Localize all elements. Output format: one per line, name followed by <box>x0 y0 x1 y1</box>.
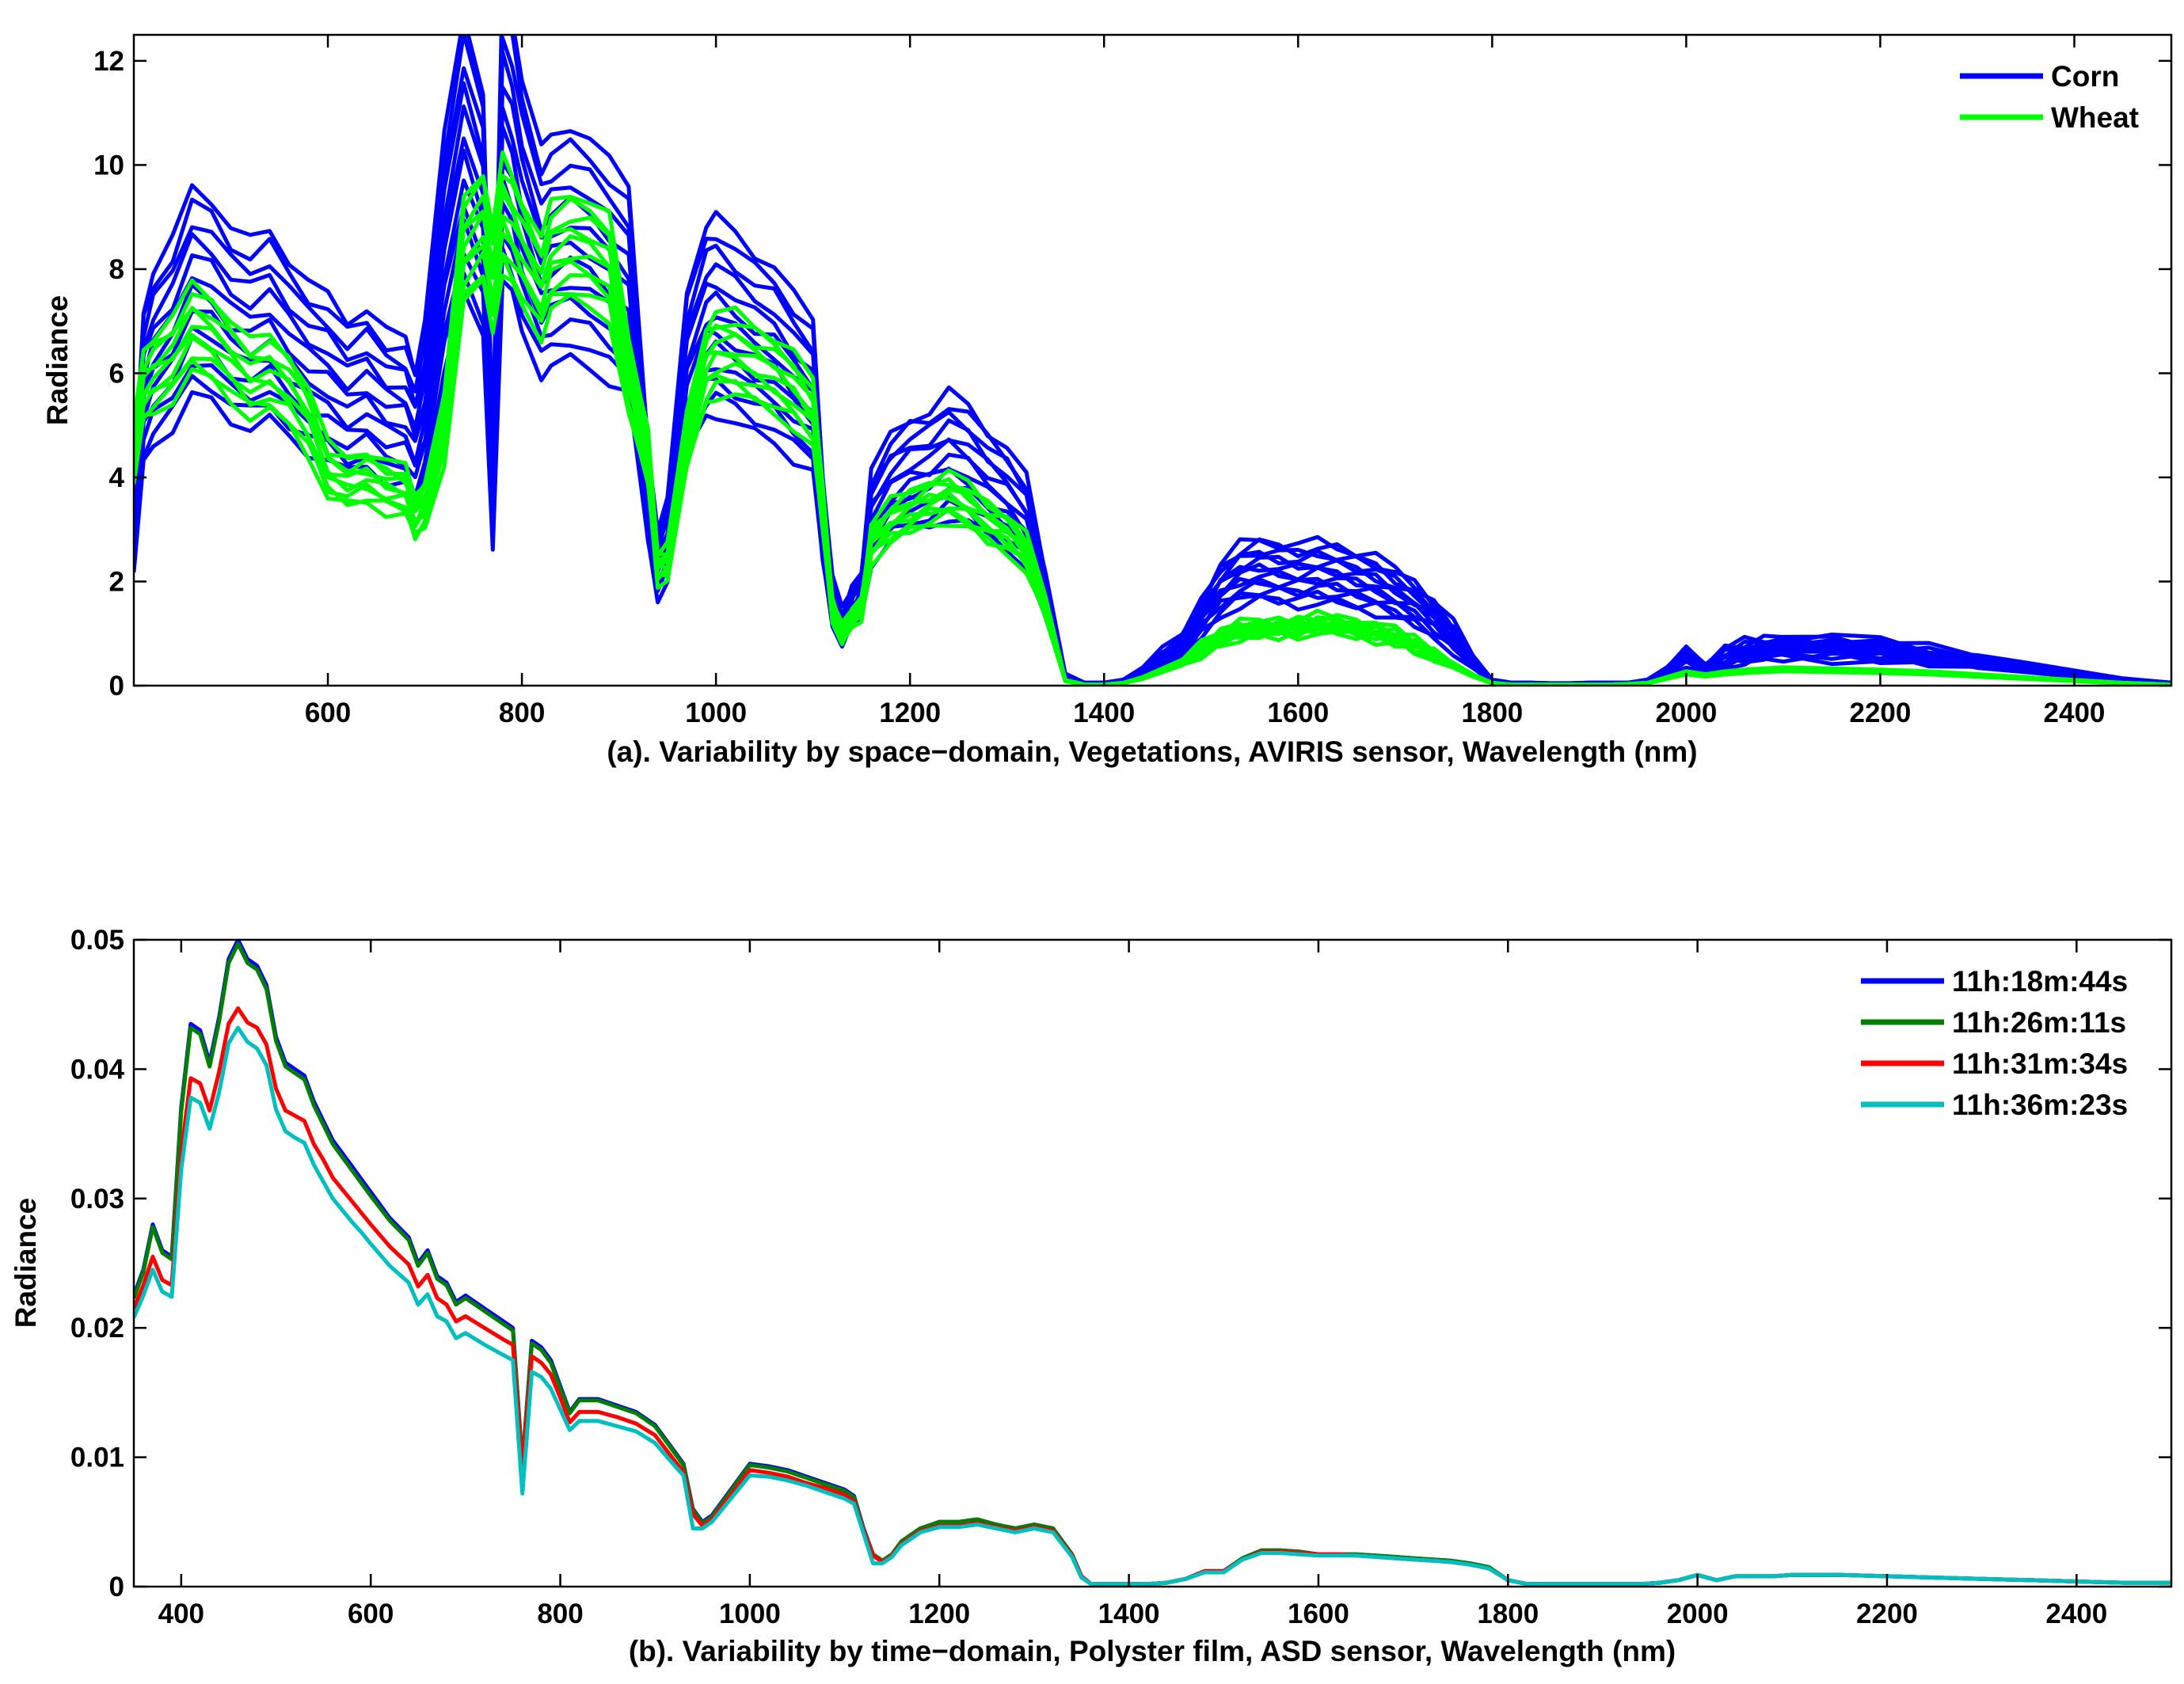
legend-label: 11h:31m:34s <box>1952 1047 2128 1080</box>
x-tick-label: 1600 <box>1267 698 1329 728</box>
x-tick-label: 800 <box>537 1598 583 1629</box>
x-tick-label: 1000 <box>719 1598 781 1629</box>
axes-box-a <box>132 33 2173 687</box>
chart-panel-a: 600 800 1000 1200 1400 1600 1800 2000 2200 2400 0 2… <box>41 33 2173 768</box>
legend-label: 11h:18m:44s <box>1952 965 2128 998</box>
y-tick-label: 2 <box>109 566 124 597</box>
y-tick-label: 0.05 <box>70 925 124 956</box>
y-tick-label: 4 <box>109 462 125 493</box>
x-tick-label: 2000 <box>1667 1598 1729 1629</box>
x-tick-label: 1200 <box>908 1598 970 1629</box>
ticks-a: 600 800 1000 1200 1400 1600 1800 2000 2200 2400 0 2… <box>93 35 2171 728</box>
x-tick-label: 1800 <box>1477 1598 1539 1629</box>
x-tick-label: 1600 <box>1288 1598 1349 1629</box>
axes-box-b <box>132 938 2173 1588</box>
y-axis-label-a: Radiance <box>41 295 74 426</box>
y-tick-label: 12 <box>93 46 124 77</box>
y-tick-label: 8 <box>109 254 124 285</box>
legend-b: 11h:18m:44s 11h:26m:11s 11h:31m:34s 11h:36m… <box>1861 965 2128 1121</box>
x-tick-label: 1400 <box>1073 698 1135 728</box>
x-tick-label: 2400 <box>2045 1598 2107 1629</box>
y-axis-label-b: Radiance <box>10 1198 42 1329</box>
x-tick-label: 1800 <box>1461 698 1523 728</box>
x-tick-label: 1200 <box>879 698 941 728</box>
x-tick-label: 2200 <box>1856 1598 1918 1629</box>
x-tick-label: 2400 <box>2044 698 2106 728</box>
y-tick-label: 0 <box>109 671 124 701</box>
chart-panel-b: 400 600 800 1000 1200 1400 1600 1800 2000 2200 240… <box>10 925 2173 1667</box>
legend-label: 11h:36m:23s <box>1952 1089 2128 1121</box>
x-tick-label: 2000 <box>1655 698 1717 728</box>
x-tick-label: 400 <box>158 1598 204 1629</box>
plot-area-b <box>134 940 2171 1587</box>
y-tick-label: 6 <box>109 358 124 389</box>
y-tick-label: 0.04 <box>70 1054 125 1085</box>
y-tick-label: 10 <box>93 150 124 181</box>
legend-a: Corn Wheat <box>1960 60 2139 134</box>
legend-label: 11h:26m:11s <box>1952 1006 2126 1039</box>
y-tick-label: 0.02 <box>70 1313 124 1344</box>
x-tick-label: 1000 <box>685 698 747 728</box>
x-tick-label: 600 <box>305 698 351 728</box>
y-tick-label: 0.03 <box>70 1184 124 1215</box>
x-tick-label: 1400 <box>1098 1598 1160 1629</box>
series-line-4 <box>134 1025 2171 1587</box>
x-tick-label: 600 <box>348 1598 394 1629</box>
series-line-wheat-10 <box>134 150 2171 686</box>
y-tick-label: 0 <box>109 1572 124 1602</box>
legend-label: Corn <box>2051 60 2119 93</box>
x-axis-label-a: (a). Variability by space−domain, Vegeta… <box>607 736 1697 768</box>
legend-label: Wheat <box>2051 101 2139 134</box>
ticks-b: 400 600 800 1000 1200 1400 1600 1800 2000 2200 240… <box>70 925 2171 1629</box>
x-tick-label: 2200 <box>1849 698 1911 728</box>
x-axis-label-b: (b). Variability by time−domain, Polyste… <box>629 1635 1676 1667</box>
y-tick-label: 0.01 <box>70 1443 124 1473</box>
x-tick-label: 800 <box>499 698 545 728</box>
